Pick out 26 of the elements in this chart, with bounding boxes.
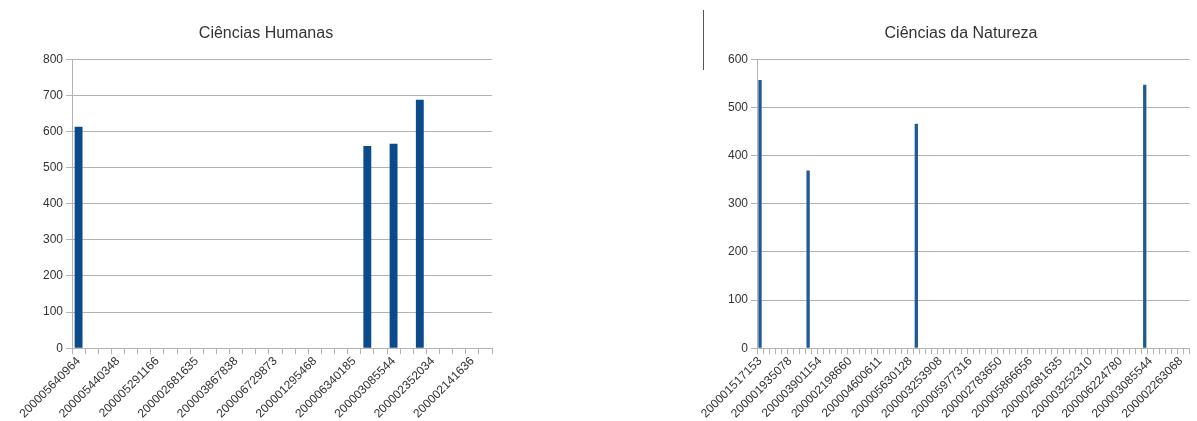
bar	[74, 126, 83, 348]
bar	[389, 143, 398, 348]
y-tick-label: 800	[42, 51, 64, 66]
bar	[415, 99, 424, 348]
y-tick-label: 300	[42, 232, 64, 247]
y-tick-label: 600	[727, 51, 749, 66]
y-tick-label: 0	[56, 340, 64, 355]
y-tick-label: 400	[42, 196, 64, 211]
y-tick-label: 0	[741, 340, 749, 355]
y-tick-label: 500	[42, 159, 64, 174]
y-tick-label: 300	[727, 196, 749, 211]
bar	[806, 170, 810, 348]
y-tick-label: 100	[727, 292, 749, 307]
y-tick-label: 200	[727, 244, 749, 259]
bar	[363, 145, 372, 348]
y-tick-label: 100	[42, 304, 64, 319]
y-tick-label: 400	[727, 147, 749, 162]
bar	[914, 123, 918, 348]
y-tick-label: 700	[42, 87, 64, 102]
chart-title: Ciências da Natureza	[884, 24, 1038, 42]
y-tick-label: 600	[42, 123, 64, 138]
y-tick-label: 200	[42, 268, 64, 283]
chart-title: Ciências Humanas	[198, 24, 334, 42]
y-tick-label: 500	[727, 99, 749, 114]
bar	[758, 79, 762, 348]
bar	[1143, 84, 1147, 348]
